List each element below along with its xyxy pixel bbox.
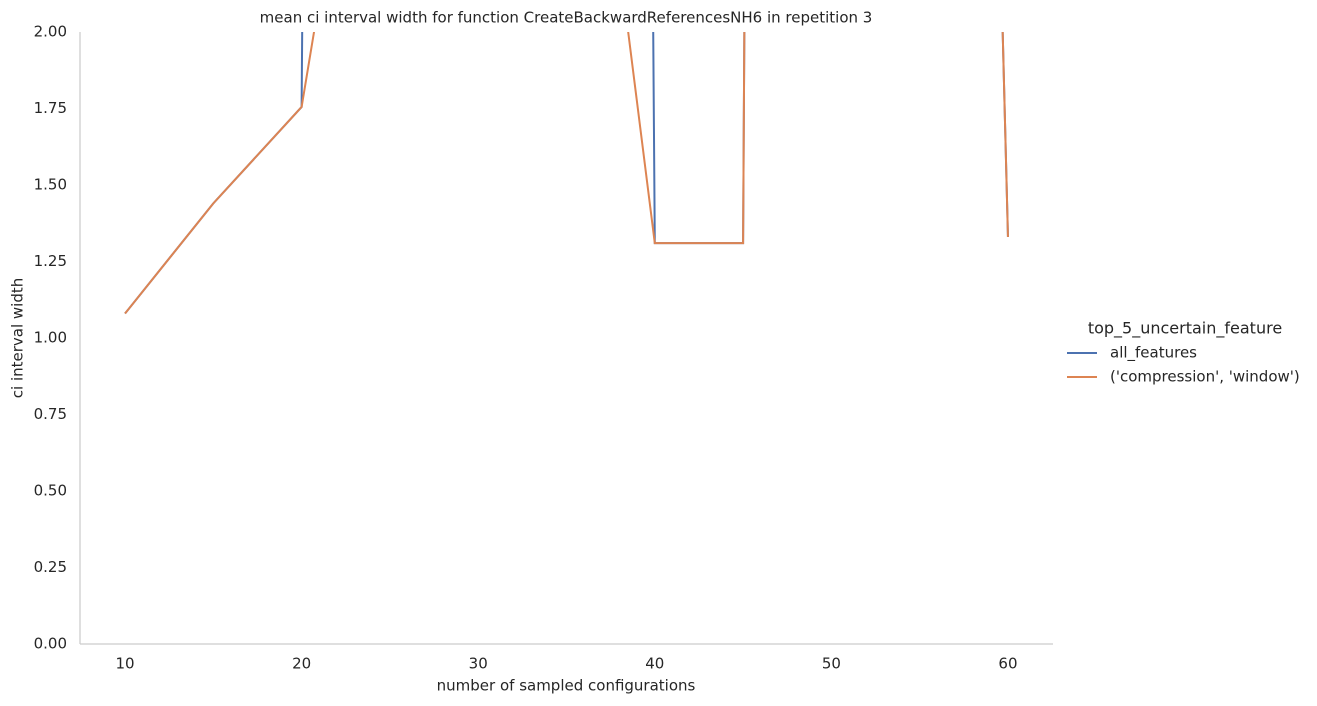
legend-title: top_5_uncertain_feature: [1088, 319, 1282, 339]
y-tick-label: 0.25: [34, 558, 67, 576]
y-tick-label: 1.50: [34, 176, 67, 194]
x-axis-label: number of sampled configurations: [437, 677, 696, 695]
y-axis-label: ci interval width: [9, 278, 27, 398]
x-tick-label: 50: [822, 655, 841, 673]
chart-title: mean ci interval width for function Crea…: [260, 9, 873, 27]
y-tick-label: 1.00: [34, 329, 67, 347]
x-tick-label: 30: [469, 655, 488, 673]
x-tick-label: 40: [645, 655, 664, 673]
line-series: [124, 32, 1009, 315]
y-tick-label: 0.00: [34, 635, 67, 653]
y-tick-label: 1.25: [34, 252, 67, 270]
x-tick-label: 20: [292, 655, 311, 673]
plot-area: [124, 32, 1009, 315]
legend-label: ('compression', 'window'): [1110, 368, 1300, 386]
legend-label: all_features: [1110, 344, 1197, 363]
y-tick-label: 1.75: [34, 99, 67, 117]
y-tick-label: 0.50: [34, 482, 67, 500]
y-tick-label: 0.75: [34, 405, 67, 423]
line-series: [124, 32, 1009, 315]
y-tick-label: 2.00: [34, 23, 67, 41]
x-tick-label: 10: [115, 655, 134, 673]
x-tick-label: 60: [998, 655, 1017, 673]
